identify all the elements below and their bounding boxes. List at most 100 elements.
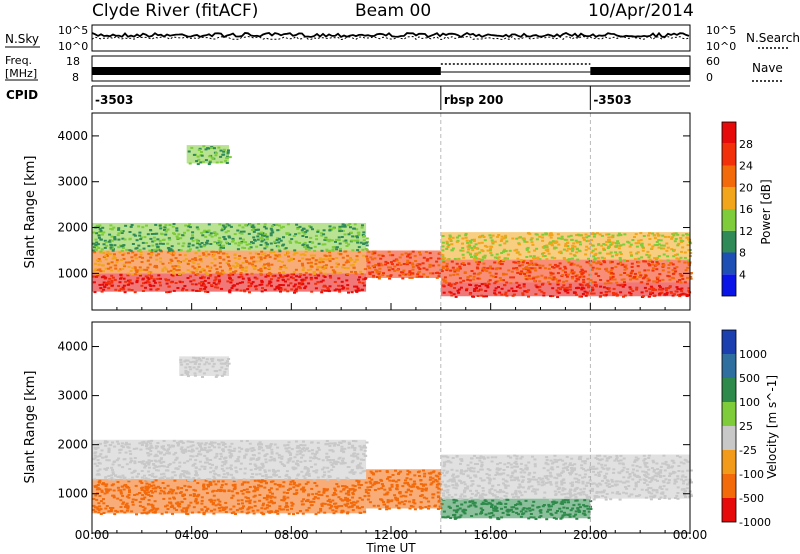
heatmap-cell (265, 498, 269, 501)
heatmap-cell (323, 276, 327, 278)
heatmap-cell (509, 276, 513, 279)
heatmap-cell (533, 267, 537, 270)
heatmap-cell (293, 283, 297, 286)
heatmap-cell (178, 505, 181, 508)
heatmap-cell (553, 241, 557, 244)
heatmap-cell (381, 485, 385, 487)
heatmap-cell (548, 234, 552, 237)
heatmap-cell (115, 259, 119, 262)
heatmap-cell (478, 236, 482, 238)
heatmap-cell (572, 242, 576, 245)
heatmap-cell (352, 455, 356, 458)
heatmap-cell (622, 476, 626, 479)
heatmap-cell (289, 282, 293, 285)
heatmap-cell (322, 274, 326, 277)
heatmap-cell (159, 242, 162, 245)
heatmap-cell (353, 471, 357, 474)
heatmap-cell (262, 497, 266, 499)
heatmap-cell (650, 479, 654, 482)
heatmap-cell (197, 148, 201, 151)
heatmap-cell (458, 265, 462, 268)
heatmap-cell (472, 467, 476, 470)
heatmap-cell (408, 276, 412, 279)
heatmap-cell (171, 490, 175, 493)
heatmap-cell (243, 472, 247, 475)
heatmap-cell (661, 278, 665, 281)
heatmap-cell (534, 269, 538, 272)
heatmap-cell (306, 269, 310, 271)
heatmap-cell (495, 506, 499, 509)
heatmap-cell (676, 244, 680, 247)
heatmap-cell (218, 262, 222, 265)
heatmap-cell (100, 489, 104, 492)
heatmap-cell (497, 262, 501, 265)
heatmap-cell (472, 272, 476, 275)
heatmap-cell (358, 276, 362, 279)
heatmap-cell (587, 284, 591, 287)
heatmap-cell (225, 467, 229, 470)
heatmap-cell (597, 462, 601, 465)
heatmap-cell (609, 276, 612, 279)
heatmap-cell (410, 276, 414, 279)
heatmap-cell (632, 276, 636, 279)
heatmap-cell (577, 481, 581, 484)
heatmap-cell (257, 269, 261, 272)
heatmap-cell (151, 481, 155, 484)
heatmap-cell (416, 487, 420, 490)
heatmap-cell (165, 511, 168, 514)
heatmap-cell (116, 234, 120, 237)
heatmap-cell (327, 290, 331, 293)
heatmap-cell (281, 225, 285, 228)
heatmap-cell (285, 470, 289, 473)
heatmap-cell (658, 486, 662, 489)
heatmap-cell (107, 252, 111, 255)
heatmap-cell (611, 278, 615, 281)
heatmap-cell (147, 483, 151, 486)
heatmap-cell (296, 484, 300, 487)
heatmap-cell (640, 291, 644, 294)
heatmap-cell (307, 494, 310, 497)
heatmap-cell (284, 247, 288, 250)
heatmap-cell (559, 288, 562, 291)
heatmap-cell (158, 477, 162, 480)
heatmap-cell (603, 257, 606, 260)
heatmap-cell (277, 456, 281, 459)
heatmap-cell (315, 238, 319, 241)
heatmap-cell (260, 279, 264, 282)
heatmap-cell (536, 275, 540, 278)
heatmap-cell (475, 261, 479, 264)
heatmap-cell (303, 466, 307, 469)
heatmap-cell (112, 489, 116, 492)
heatmap-cell (339, 252, 343, 255)
heatmap-cell (206, 291, 210, 293)
heatmap-cell (268, 267, 271, 269)
heatmap-cell (685, 295, 689, 297)
heatmap-cell (270, 448, 274, 451)
heatmap-cell (356, 457, 360, 460)
heatmap-cell (357, 483, 361, 486)
heatmap-cell (472, 275, 476, 278)
heatmap-cell (348, 471, 352, 474)
heatmap-cell (475, 257, 479, 260)
heatmap-cell (220, 269, 224, 272)
heatmap-cell (115, 261, 119, 264)
heatmap-cell (171, 225, 175, 228)
heatmap-cell (235, 471, 239, 474)
heatmap-cell (92, 281, 96, 284)
heatmap-cell (409, 490, 413, 493)
heatmap-cell (172, 232, 175, 235)
heatmap-cell (120, 232, 124, 234)
heatmap-cell (596, 257, 600, 260)
heatmap-cell (286, 489, 290, 491)
heatmap-cell (239, 462, 243, 465)
heatmap-cell (549, 243, 553, 246)
heatmap-cell (201, 234, 205, 237)
heatmap-cell (135, 475, 139, 478)
heatmap-cell (517, 500, 521, 503)
heatmap-cell (508, 249, 512, 252)
heatmap-cell (131, 267, 135, 270)
heatmap-cell (416, 273, 420, 276)
heatmap-cell (623, 265, 627, 268)
heatmap-cell (520, 270, 524, 273)
heatmap-cell (285, 250, 289, 253)
